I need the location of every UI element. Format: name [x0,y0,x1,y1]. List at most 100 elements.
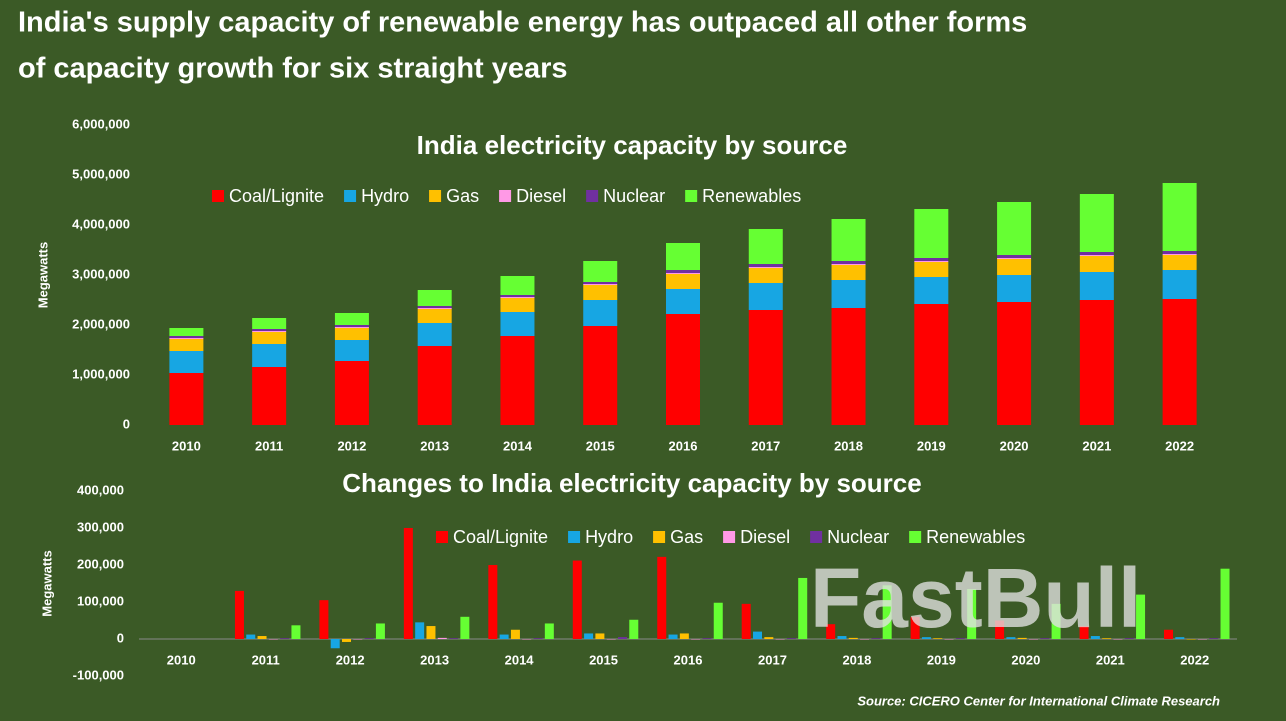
bar-segment [169,336,204,338]
x-tick-label: 2018 [842,652,871,667]
legend-label: Diesel [740,527,790,547]
y-tick-label: 0 [123,416,130,431]
x-tick-label: 2011 [252,652,280,667]
bar-segment [748,229,783,264]
bar [955,638,965,639]
y-tick-label: 300,000 [77,519,124,534]
y-tick-label: 200,000 [77,556,124,571]
legend-swatch [212,190,224,202]
x-tick-label: 2022 [1165,438,1194,453]
bar [1006,637,1016,639]
x-tick-label: 2010 [167,652,196,667]
legend-label: Coal/Lignite [453,527,548,547]
bar [871,638,881,639]
bar [426,626,436,639]
bar [319,600,329,639]
bar [342,639,352,642]
bar [449,638,459,639]
bar-segment [252,318,287,329]
bar [510,629,520,639]
x-tick-label: 2010 [172,438,201,453]
bar [860,639,870,640]
bar [910,616,920,639]
bar [882,585,892,639]
bar [1051,603,1061,639]
bar [1113,639,1123,640]
watermark: FastBull [810,551,1141,645]
bar [668,634,678,639]
bar-segment [500,297,535,298]
x-tick-label: 2022 [1180,652,1209,667]
bar [415,622,425,639]
bar [657,556,667,639]
bar [1220,568,1230,639]
bar [1124,638,1134,639]
bar-segment [500,312,535,336]
bar [460,616,470,639]
bar-segment [583,261,618,282]
legend-label: Renewables [926,527,1025,547]
bar-segment [334,340,369,361]
x-tick-label: 2016 [669,438,698,453]
legend-swatch [909,531,922,543]
bar-segment [748,268,783,283]
bar [606,639,616,640]
bar [1136,594,1146,639]
y-tick-label: -100,000 [73,667,124,682]
bar-segment [334,327,369,328]
bar [1175,637,1185,639]
bar [257,636,267,639]
headline: of capacity growth for six straight year… [18,53,568,85]
bar-segment [1162,299,1197,425]
bar [775,639,785,640]
bar-segment [831,308,866,425]
bar-segment [1162,254,1197,255]
bar-segment [417,323,452,346]
bar [933,638,943,639]
x-tick-label: 2017 [751,438,780,453]
bar-segment [500,276,535,295]
x-tick-label: 2020 [1011,652,1040,667]
bar-segment [169,373,204,425]
bar [403,528,413,639]
bar [499,634,509,639]
bar [764,637,774,639]
legend-swatch [653,531,666,543]
bar-segment [666,314,700,425]
bar [702,638,712,639]
bar-segment [252,332,287,344]
bar [1186,639,1196,640]
legend-swatch [429,190,442,202]
bar-segment [831,265,866,280]
bar [617,637,627,639]
bar-segment [1079,256,1114,272]
chart-title: India electricity capacity by source [417,130,848,160]
y-tick-label: 100,000 [77,593,124,608]
bar [848,637,858,639]
bar [967,589,977,639]
bar [1102,638,1112,639]
bar [679,633,689,639]
bar-segment [583,326,618,425]
bar [488,565,498,639]
bar [1040,638,1050,639]
legend-label: Nuclear [827,527,889,547]
legend-swatch [436,531,448,543]
bar [595,633,605,639]
bar-segment [831,261,866,264]
y-tick-label: 0 [117,630,124,645]
x-tick-label: 2014 [505,652,535,667]
y-tick-label: 6,000,000 [72,116,130,131]
bar [629,619,639,639]
bar [826,624,836,639]
y-tick-label: 400,000 [77,482,124,497]
legend-swatch [344,190,357,202]
bar-segment [334,361,369,425]
bar-segment [169,339,204,351]
legend-label: Renewables [702,186,801,206]
bar-segment [748,264,783,267]
bar-segment [1079,300,1114,425]
bar [921,637,931,639]
bar-segment [831,264,866,265]
y-tick-label: 3,000,000 [72,266,130,281]
